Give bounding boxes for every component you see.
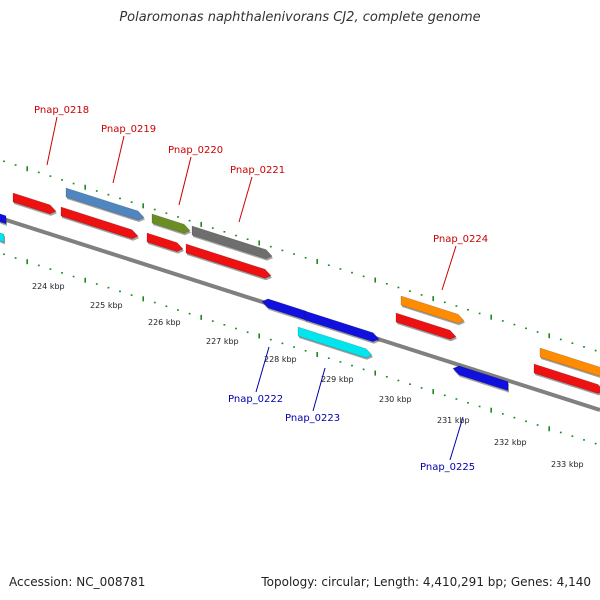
feature-pnap-0223-cyan[interactable] [297,326,373,359]
kbp-label-228: 228 kbp [264,355,297,364]
outer-tick-track [3,160,597,352]
feature-pnap-0223-blue[interactable] [304,310,380,343]
gene-label-pnap-0223[interactable]: Pnap_0223 [285,413,340,424]
gene-label-pnap-0219[interactable]: Pnap_0219 [101,124,156,135]
leader-pnap-0223 [312,367,326,412]
kbp-label-229: 229 kbp [321,375,354,384]
feature-pnap-0220-red[interactable] [146,232,184,252]
gene-label-pnap-0218[interactable]: Pnap_0218 [34,105,89,116]
leader-pnap-0221 [238,176,253,223]
gene-features [0,187,600,396]
kbp-label-233: 233 kbp [551,460,584,469]
feature-pnap-0221-gray[interactable] [191,225,273,259]
kbp-label-226: 226 kbp [148,318,181,327]
kbp-label-225: 225 kbp [90,301,123,310]
feature-pnap-0221-red[interactable] [185,243,272,279]
kbp-label-232: 232 kbp [494,438,527,447]
feature-pnap-0224-orange[interactable] [400,295,465,324]
feature-pnap-0219-red[interactable] [60,206,139,240]
kbp-label-224: 224 kbp [32,282,65,291]
gene-label-pnap-0224[interactable]: Pnap_0224 [433,234,488,245]
leader-pnap-0222 [255,346,270,393]
leader-pnap-0218 [46,116,58,166]
inner-tick-track [3,253,597,445]
leader-pnap-0220 [178,156,192,206]
kbp-label-227: 227 kbp [206,337,239,346]
gene-label-pnap-0221[interactable]: Pnap_0221 [230,165,285,176]
feature-pnap-0224-red[interactable] [395,312,457,340]
genome-title: Polaromonas naphthalenivorans CJ2, compl… [119,10,481,25]
feature-pnap-0222-blue[interactable] [261,298,307,321]
kbp-label-230: 230 kbp [379,395,412,404]
kbp-label-231: 231 kbp [437,416,470,425]
leader-pnap-0219 [112,135,125,184]
topology-text: Topology: circular; Length: 4,410,291 bp… [261,575,591,589]
gene-label-pnap-0222[interactable]: Pnap_0222 [228,394,283,405]
gene-label-pnap-0220[interactable]: Pnap_0220 [168,145,223,156]
accession-text: Accession: NC_008781 [9,575,146,589]
label-leader-lines [46,116,464,461]
feature-partial-blue[interactable] [0,213,7,225]
feature-pnap-0220-olive[interactable] [151,213,191,234]
feature-pnap-0218-red[interactable] [12,192,57,215]
feature-pnap-0225-blue[interactable] [452,365,509,392]
feature-partial-cyan[interactable] [0,232,5,243]
leader-pnap-0224 [441,245,457,291]
feature-pnap-0219-steelblue[interactable] [65,187,145,221]
leader-pnap-0225 [449,416,464,461]
feature-red-right-edge[interactable] [533,363,600,394]
gene-label-pnap-0225[interactable]: Pnap_0225 [420,462,475,473]
feature-orange-right-edge[interactable] [539,347,600,377]
